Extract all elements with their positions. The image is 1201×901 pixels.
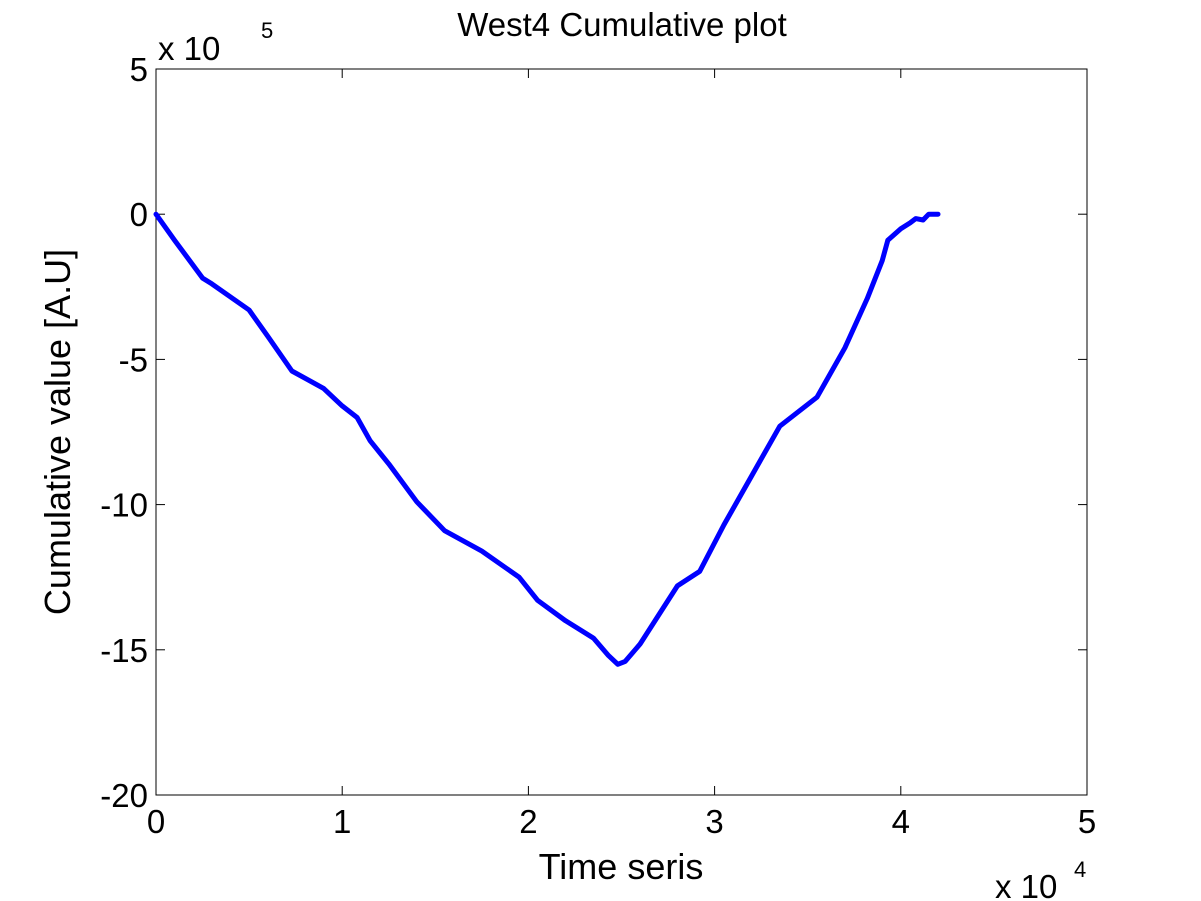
x-axis-multiplier: x 10 4 — [995, 857, 1086, 901]
y-tick-label: 0 — [130, 196, 148, 233]
y-multiplier-prefix: x 10 — [158, 30, 220, 67]
x-tick-label: 5 — [1078, 803, 1096, 840]
x-axis-title: Time seris — [539, 846, 704, 887]
x-tick-label: 1 — [333, 803, 351, 840]
x-tick-label: 0 — [147, 803, 165, 840]
x-multiplier-exponent: 4 — [1074, 857, 1086, 882]
y-tick-label: 5 — [130, 51, 148, 88]
chart-title: West4 Cumulative plot — [457, 6, 787, 43]
y-tick-label: -10 — [100, 487, 148, 524]
y-axis-multiplier: x 10 5 — [158, 18, 273, 67]
x-tick-label: 3 — [705, 803, 723, 840]
series-layer — [153, 211, 941, 667]
y-multiplier-exponent: 5 — [261, 18, 273, 43]
y-tick-label: -5 — [119, 341, 148, 378]
series-line — [153, 211, 941, 667]
x-axis-ticks: 0 1 2 3 4 5 — [147, 69, 1096, 840]
y-axis-ticks: 5 0 -5 -10 -15 -20 — [100, 51, 1087, 814]
y-axis-title: Cumulative value [A.U] — [37, 249, 78, 615]
x-multiplier-prefix: x 10 — [995, 868, 1057, 901]
y-tick-label: -20 — [100, 777, 148, 814]
plot-area-frame — [155, 68, 1088, 796]
x-tick-label: 2 — [519, 803, 537, 840]
x-tick-label: 4 — [892, 803, 910, 840]
y-tick-label: -15 — [100, 632, 148, 669]
